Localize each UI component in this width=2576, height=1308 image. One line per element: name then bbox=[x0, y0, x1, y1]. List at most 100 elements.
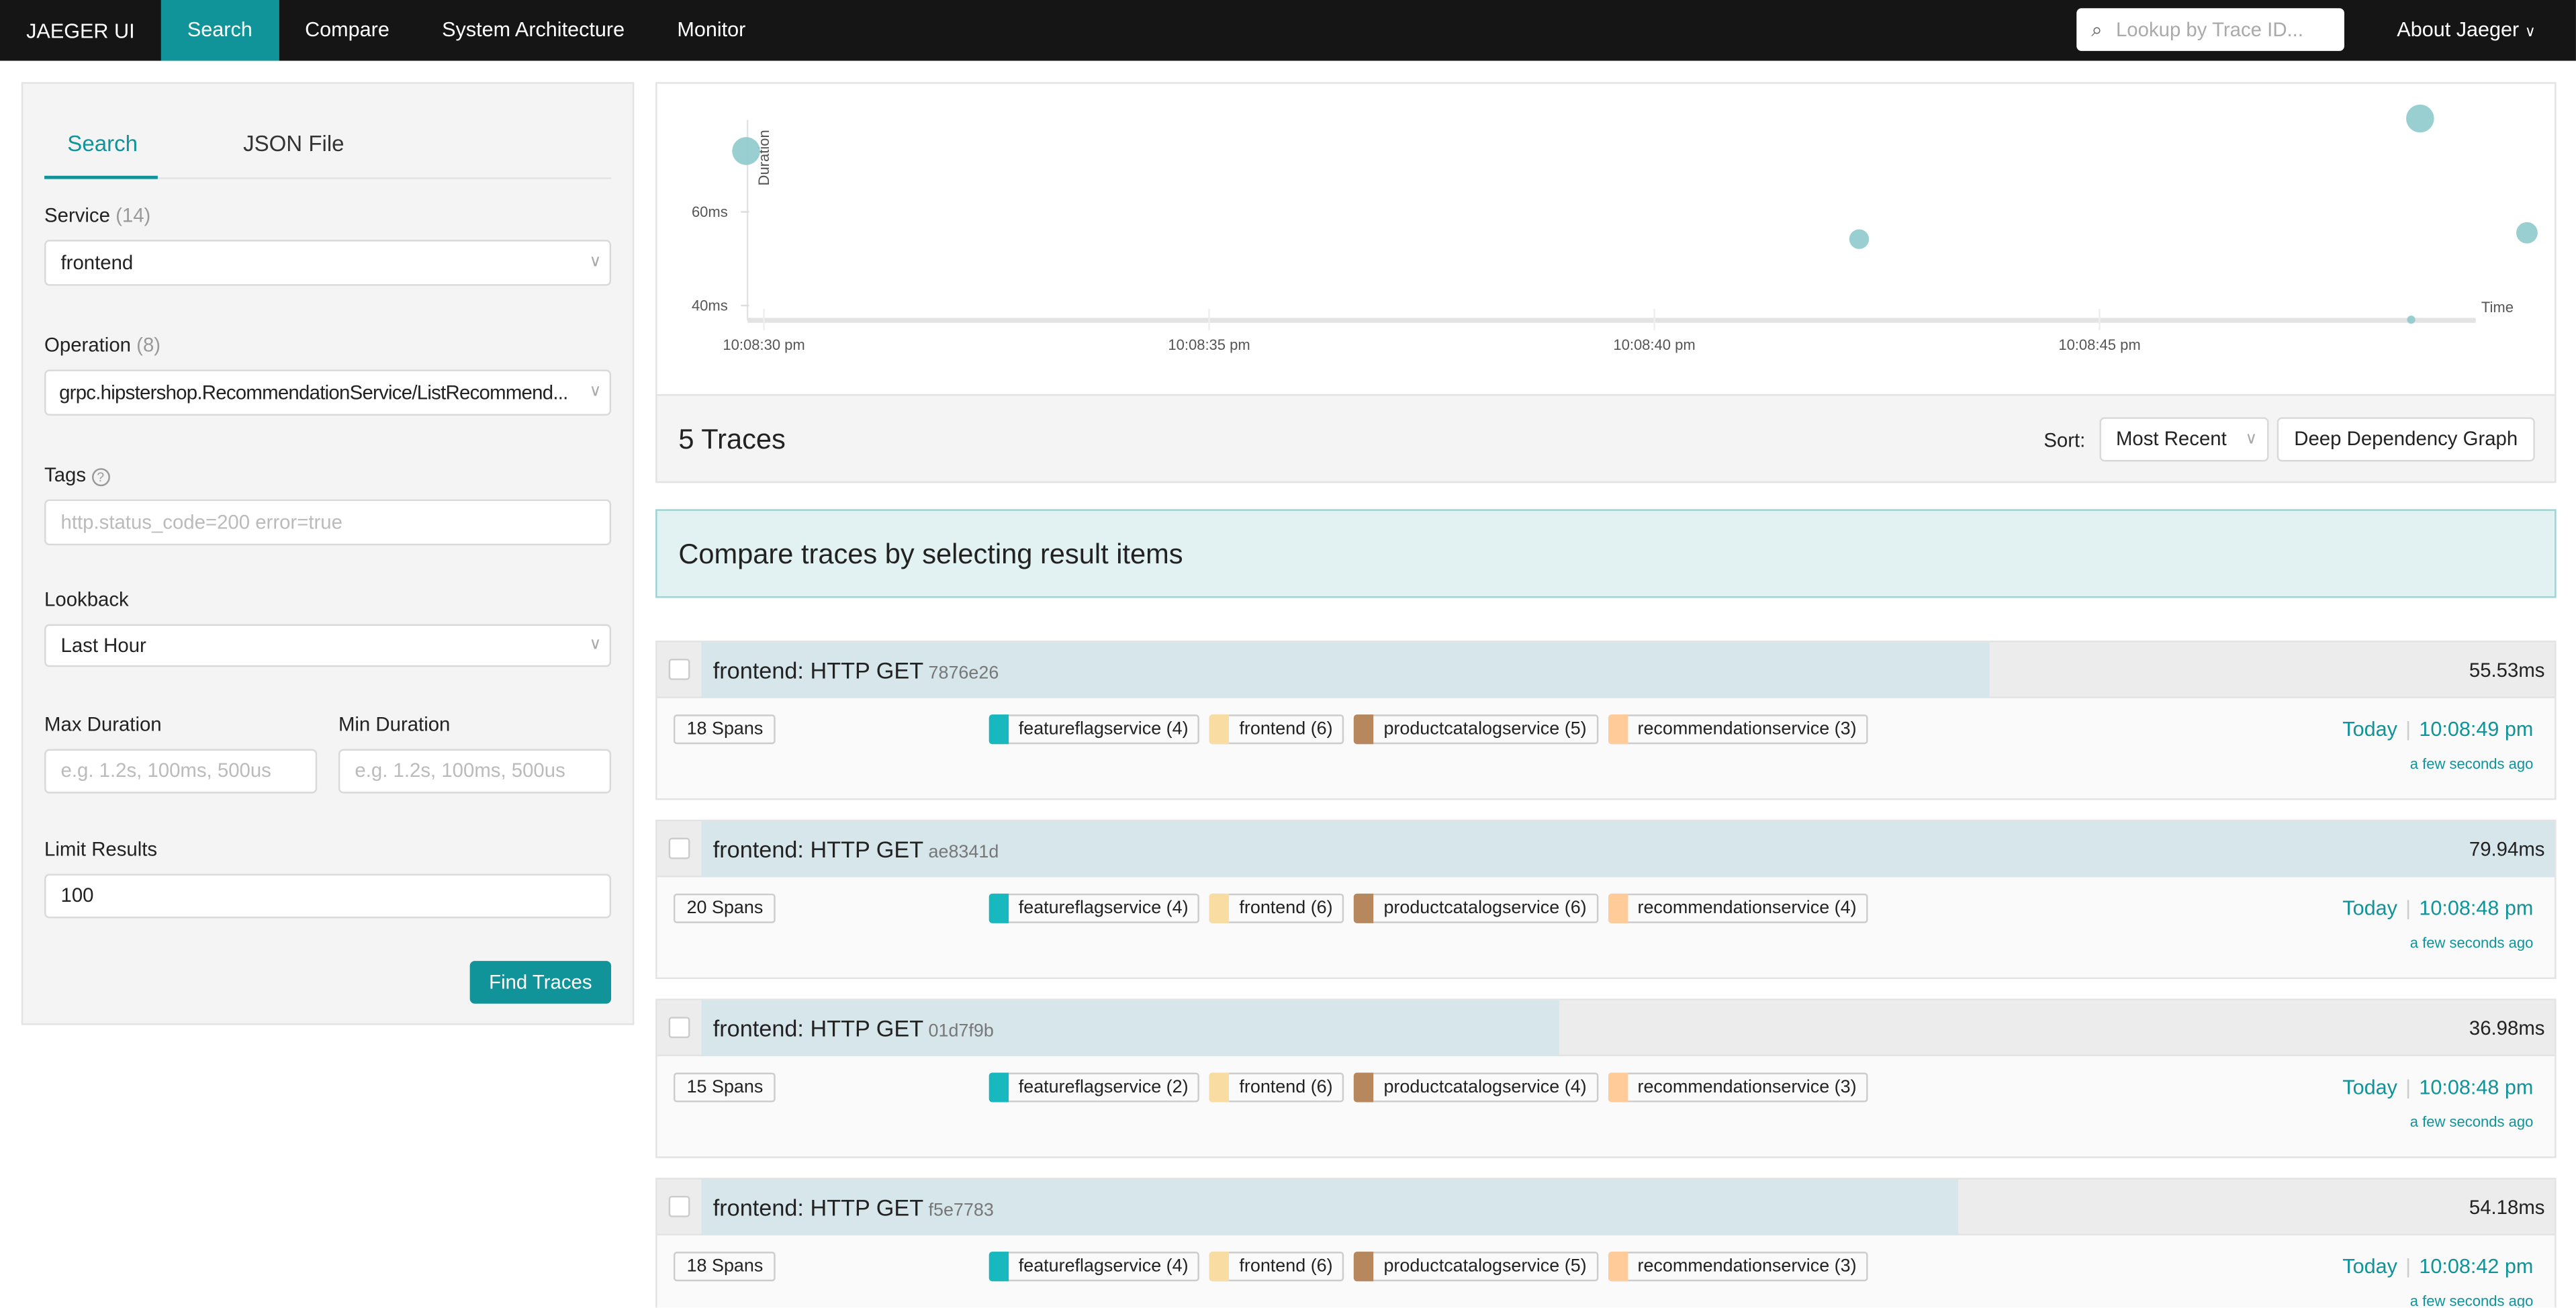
top-nav: JAEGER UI Search Compare System Architec… bbox=[0, 0, 2576, 61]
service-tag: productcatalogservice (5) bbox=[1354, 1250, 1598, 1282]
scatter-plot: 10:08:30 pm 10:08:35 pm 10:08:40 pm 10:08:4… bbox=[692, 104, 2538, 353]
trace-header[interactable]: frontend: HTTP GET f5e7783 54.18ms bbox=[657, 1179, 2555, 1235]
chevron-down-icon: ∨ bbox=[589, 635, 602, 654]
active-tab-indicator bbox=[44, 175, 158, 179]
trace-header[interactable]: frontend: HTTP GET ae8341d 79.94ms bbox=[657, 821, 2555, 878]
sort-select[interactable]: Most Recent ∨ bbox=[2099, 417, 2269, 462]
max-duration-input[interactable]: e.g. 1.2s, 100ms, 500us bbox=[44, 749, 318, 794]
service-tag: frontend (6) bbox=[1209, 1072, 1344, 1103]
trace-id-lookup-input[interactable]: ⌕ Lookup by Trace ID... bbox=[2076, 8, 2345, 51]
min-duration-label: Min Duration bbox=[338, 712, 451, 736]
tags-input[interactable]: http.status_code=200 error=true bbox=[44, 499, 612, 546]
trace-result-item[interactable]: frontend: HTTP GET 7876e26 55.53ms 18 Spa… bbox=[655, 641, 2557, 800]
nav-system-architecture[interactable]: System Architecture bbox=[442, 17, 625, 42]
service-select[interactable]: frontend ∨ bbox=[44, 240, 612, 286]
trace-point bbox=[732, 137, 760, 165]
service-color-swatch bbox=[1354, 713, 1374, 743]
max-duration-label: Max Duration bbox=[44, 712, 162, 736]
trace-duration: 55.53ms bbox=[2469, 659, 2545, 682]
service-color-swatch bbox=[988, 1250, 1009, 1280]
chevron-down-icon: ∨ bbox=[589, 383, 602, 401]
service-tags: featureflagservice (2) frontend (6) produc… bbox=[988, 1072, 1868, 1103]
lookback-select[interactable]: Last Hour ∨ bbox=[44, 624, 612, 667]
service-tag: featureflagservice (4) bbox=[988, 892, 1200, 923]
results-header: 5 Traces Sort: Most Recent ∨ Deep Depende… bbox=[655, 394, 2557, 483]
service-tag: productcatalogservice (5) bbox=[1354, 713, 1598, 745]
trace-point bbox=[2407, 315, 2416, 324]
service-tag: featureflagservice (4) bbox=[988, 713, 1200, 745]
service-tags: featureflagservice (4) frontend (6) produc… bbox=[988, 713, 1868, 745]
trace-point bbox=[2516, 222, 2538, 244]
tags-label: Tags ? bbox=[44, 463, 110, 487]
trace-title[interactable]: frontend: HTTP GET 7876e26 bbox=[712, 657, 999, 684]
service-color-swatch bbox=[1354, 1250, 1374, 1280]
traces-scatter-chart: 10:08:30 pm 10:08:35 pm 10:08:40 pm 10:08:4… bbox=[655, 82, 2557, 396]
trace-title[interactable]: frontend: HTTP GET ae8341d bbox=[712, 836, 999, 863]
search-sidebar: Search JSON File Service (14) frontend ∨ … bbox=[21, 82, 635, 1025]
trace-relative-time: a few seconds ago bbox=[2409, 1293, 2534, 1308]
trace-result-item[interactable]: frontend: HTTP GET ae8341d 79.94ms 20 Spa… bbox=[655, 819, 2557, 980]
min-duration-input[interactable]: e.g. 1.2s, 100ms, 500us bbox=[338, 749, 612, 794]
x-tick-label: 10:08:45 pm bbox=[2058, 336, 2140, 353]
service-color-swatch bbox=[988, 892, 1009, 923]
trace-result-item[interactable]: frontend: HTTP GET 01d7f9b 36.98ms 15 Spa… bbox=[655, 998, 2557, 1158]
about-jaeger-menu[interactable]: About Jaeger ∨ bbox=[2397, 0, 2536, 62]
compare-checkbox[interactable] bbox=[668, 659, 690, 680]
search-icon: ⌕ bbox=[2091, 17, 2103, 42]
chevron-down-icon: ∨ bbox=[2245, 430, 2258, 449]
trace-relative-time: a few seconds ago bbox=[2409, 755, 2534, 772]
x-axis-label: Time bbox=[2481, 299, 2514, 316]
trace-start-time: Today | 10:08:42 pm bbox=[2342, 1255, 2534, 1278]
tab-search[interactable]: Search bbox=[67, 131, 138, 156]
service-tag: recommendationservice (4) bbox=[1608, 892, 1868, 923]
trace-title[interactable]: frontend: HTTP GET 01d7f9b bbox=[712, 1015, 994, 1042]
nav-compare[interactable]: Compare bbox=[305, 17, 389, 42]
service-color-swatch bbox=[1354, 892, 1374, 923]
operation-select[interactable]: grpc.hipstershop.RecommendationService/L… bbox=[44, 369, 612, 416]
trace-header[interactable]: frontend: HTTP GET 01d7f9b 36.98ms bbox=[657, 1000, 2555, 1057]
deep-dependency-graph-button[interactable]: Deep Dependency Graph bbox=[2276, 417, 2535, 462]
service-tag: featureflagservice (2) bbox=[988, 1072, 1200, 1103]
service-tag: featureflagservice (4) bbox=[988, 1250, 1200, 1282]
chevron-down-icon: ∨ bbox=[589, 252, 602, 271]
help-icon[interactable]: ? bbox=[91, 468, 110, 487]
trace-id: f5e7783 bbox=[928, 1201, 994, 1221]
service-color-swatch bbox=[988, 713, 1009, 743]
trace-start-time: Today | 10:08:48 pm bbox=[2342, 1076, 2534, 1099]
trace-result-item[interactable]: frontend: HTTP GET f5e7783 54.18ms 18 Spa… bbox=[655, 1178, 2557, 1308]
trace-count: 5 Traces bbox=[678, 424, 786, 455]
service-tag: frontend (6) bbox=[1209, 713, 1344, 745]
service-label: Service (14) bbox=[44, 203, 151, 227]
service-tag: frontend (6) bbox=[1209, 892, 1344, 923]
trace-duration: 79.94ms bbox=[2469, 837, 2545, 861]
duration-bar bbox=[701, 821, 2555, 878]
duration-bar bbox=[701, 642, 1989, 698]
y-tick-label: 40ms bbox=[692, 297, 728, 314]
x-tick-label: 10:08:40 pm bbox=[1613, 336, 1695, 353]
trace-point bbox=[2406, 104, 2434, 133]
x-tick-label: 10:08:30 pm bbox=[723, 336, 804, 353]
trace-header[interactable]: frontend: HTTP GET 7876e26 55.53ms bbox=[657, 642, 2555, 698]
trace-point bbox=[1849, 229, 1870, 249]
service-tag: productcatalogservice (6) bbox=[1354, 892, 1598, 923]
span-count-badge: 18 Spans bbox=[674, 1252, 776, 1282]
service-color-swatch bbox=[1608, 713, 1628, 743]
service-tag: productcatalogservice (4) bbox=[1354, 1072, 1598, 1103]
nav-search[interactable]: Search bbox=[160, 0, 279, 61]
service-tag: recommendationservice (3) bbox=[1608, 1250, 1868, 1282]
duration-bar bbox=[701, 1179, 1958, 1235]
find-traces-button[interactable]: Find Traces bbox=[469, 961, 612, 1004]
trace-relative-time: a few seconds ago bbox=[2409, 1113, 2534, 1131]
limit-results-label: Limit Results bbox=[44, 837, 158, 861]
compare-checkbox[interactable] bbox=[668, 837, 690, 859]
brand-logo[interactable]: JAEGER UI bbox=[26, 19, 135, 42]
compare-checkbox[interactable] bbox=[668, 1195, 690, 1217]
nav-monitor[interactable]: Monitor bbox=[677, 17, 746, 42]
duration-bar bbox=[701, 1000, 1559, 1057]
chevron-down-icon: ∨ bbox=[2524, 23, 2536, 40]
compare-checkbox[interactable] bbox=[668, 1017, 690, 1039]
trace-title[interactable]: frontend: HTTP GET f5e7783 bbox=[712, 1194, 994, 1221]
tab-json-file[interactable]: JSON File bbox=[243, 131, 344, 156]
trace-relative-time: a few seconds ago bbox=[2409, 935, 2534, 951]
limit-results-input[interactable]: 100 bbox=[44, 874, 612, 919]
